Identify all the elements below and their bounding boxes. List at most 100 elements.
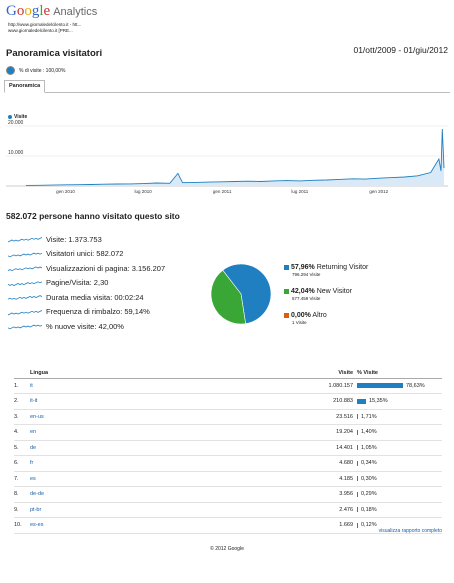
metric-label: % nuove visite: 42,00% [46, 321, 124, 331]
row-language-link[interactable]: es [30, 471, 317, 487]
pct-label: 15,35% [368, 398, 388, 405]
url-line-2: www.giornaledelcilento.it [PRE... [8, 28, 73, 33]
sparkline-icon [8, 280, 42, 286]
pie-legend-item: 0,00% Altro 1 Visite [284, 312, 327, 325]
visitor-type-pie [210, 263, 272, 325]
footer-copyright: © 2012 Google [210, 546, 244, 552]
row-pct: 1,05% [357, 440, 442, 456]
row-rank: 9. [14, 502, 30, 518]
table-row: 7. es 4.185 0,30% [14, 471, 442, 487]
metric-row: % nuove visite: 42,00% [8, 319, 124, 333]
row-rank: 6. [14, 455, 30, 472]
row-visits: 4.680 [317, 455, 357, 472]
sparkline-icon [8, 309, 42, 315]
row-rank: 5. [14, 440, 30, 456]
row-language-link[interactable]: pt-br [30, 502, 317, 518]
row-visits: 3.956 [317, 486, 357, 503]
legend-pct: 42,04% [291, 288, 315, 295]
sparkline-icon [8, 324, 42, 330]
page-title: Panoramica visitatori [6, 48, 103, 59]
legend-pct: 0,00% [291, 312, 311, 319]
x-tick-label: gen 2012 [369, 189, 388, 194]
segment-label: % di visite : 100,00% [19, 67, 66, 74]
x-tick-label: gen 2010 [56, 189, 75, 194]
pct-label: 0,34% [361, 460, 377, 467]
row-pct: 0,30% [357, 471, 442, 487]
metric-label: Pagine/Visita: 2,30 [46, 278, 109, 287]
pct-label: 1,71% [361, 413, 377, 420]
url-line-1: http://www.giornaledelcilento.it - htt..… [8, 22, 82, 27]
row-language-link[interactable]: it [30, 378, 317, 394]
table-row: 5. de 14.401 1,05% [14, 440, 442, 456]
sparkline-icon [8, 237, 42, 243]
series-line-visite [25, 128, 445, 186]
pct-bar [357, 476, 358, 482]
row-pct: 15,35% [357, 393, 442, 410]
metric-row: Frequenza di rimbalzo: 59,14% [8, 305, 150, 319]
row-pct: 0,18% [357, 502, 442, 518]
metric-row: Durata media visita: 00:02:24 [8, 290, 144, 304]
row-language-link[interactable]: en-us [30, 409, 317, 425]
row-rank: 2. [14, 393, 30, 410]
row-pct: 0,34% [357, 455, 442, 472]
row-rank: 7. [14, 471, 30, 487]
table-row: 1. it 1.080.157 78,63% [14, 378, 442, 394]
tabs-divider [4, 92, 450, 93]
row-pct: 0,29% [357, 486, 442, 503]
row-visits: 2.476 [317, 502, 357, 518]
legend-name: New Visitor [316, 288, 352, 295]
row-language-link[interactable]: it-it [30, 393, 317, 410]
chart-legend: Visite [8, 114, 27, 120]
date-range[interactable]: 01/ott/2009 - 01/giu/2012 [353, 45, 448, 55]
table-row: 8. de-de 3.956 0,29% [14, 486, 442, 503]
row-visits: 1.080.157 [317, 378, 357, 394]
row-visits: 23.516 [317, 409, 357, 425]
sparkline-icon [8, 266, 42, 272]
legend-visits: 577.459 Visite [292, 296, 321, 301]
pct-bar [357, 491, 358, 497]
legend-swatch [284, 288, 289, 294]
pie-slice [210, 269, 246, 325]
row-language-link[interactable]: es-es [30, 517, 317, 534]
pct-label: 0,18% [361, 506, 377, 513]
row-rank: 4. [14, 424, 30, 441]
table-row: 4. en 19.204 1,40% [14, 424, 442, 441]
metric-row: Pagine/Visita: 2,30 [8, 276, 108, 290]
row-rank: 3. [14, 409, 30, 425]
row-language-link[interactable]: de-de [30, 486, 317, 503]
pct-label: 1,05% [361, 444, 377, 451]
sparkline-icon [8, 295, 42, 300]
legend-visits: 796.294 Visite [292, 272, 321, 277]
row-language-link[interactable]: en [30, 424, 317, 441]
table-row: 3. en-us 23.516 1,71% [14, 409, 442, 425]
row-visits: 210.883 [317, 393, 357, 410]
row-pct: 1,71% [357, 409, 442, 425]
row-rank: 1. [14, 378, 30, 394]
row-language-link[interactable]: de [30, 440, 317, 456]
row-language-link[interactable]: fr [30, 455, 317, 472]
tab-panoramica[interactable]: Panoramica [4, 80, 46, 93]
legend-visits: 1 Visite [292, 320, 307, 325]
pct-bar [357, 445, 358, 451]
product-name: Analytics [53, 6, 98, 18]
row-visits: 4.185 [317, 471, 357, 487]
x-tick-label: lug 2010 [135, 189, 153, 194]
row-visits: 14.401 [317, 440, 357, 456]
table-row: 9. pt-br 2.476 0,18% [14, 502, 442, 518]
pct-bar [357, 460, 358, 466]
row-pct: 0,12% [357, 517, 442, 534]
visits-line-chart: 20.000 10.000 gen 2010 lug 2010 gen 2011 lug … [6, 120, 448, 194]
row-rank: 8. [14, 486, 30, 503]
sparkline-icon [8, 252, 42, 257]
table-row: 6. fr 4.680 0,34% [14, 455, 442, 472]
legend-swatch [284, 312, 289, 318]
full-report-link[interactable]: visualizza rapporto completo [378, 528, 442, 534]
pct-label: 0,29% [361, 491, 377, 498]
google-analytics-logo: Google Analytics [6, 3, 98, 19]
row-pct: 1,40% [357, 424, 442, 441]
legend-name: Altro [312, 312, 327, 319]
header-pct-visite: % Visite [357, 368, 442, 379]
series-dot-icon [8, 115, 12, 119]
metric-label: Frequenza di rimbalzo: 59,14% [46, 307, 150, 316]
legend-series-name: Visite [14, 114, 28, 120]
